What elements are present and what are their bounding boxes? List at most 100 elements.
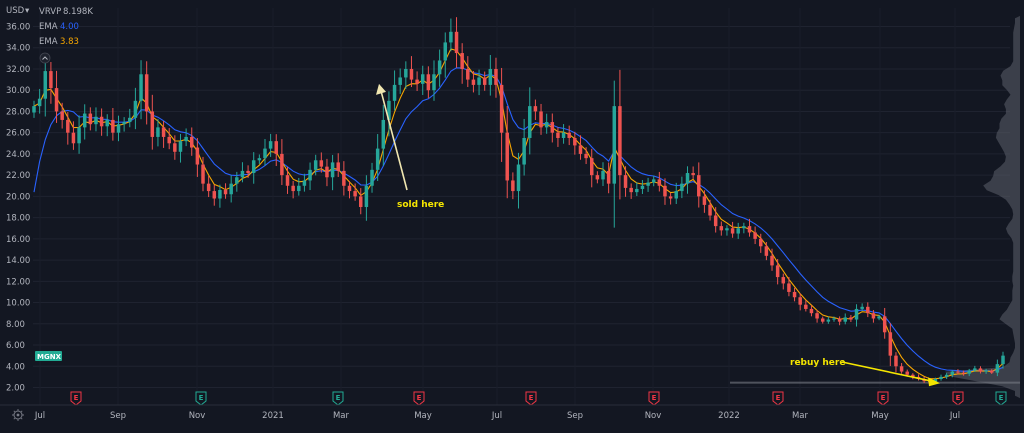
candle — [956, 369, 960, 375]
candle-body — [212, 191, 217, 199]
chart-settings-icon[interactable] — [12, 409, 24, 421]
candle-body — [313, 160, 318, 170]
candle — [950, 370, 955, 378]
candle-body — [173, 143, 177, 152]
candle — [702, 190, 707, 213]
x-tick-label: May — [414, 411, 432, 421]
candle-body — [274, 141, 278, 154]
y-tick-label: 6.00 — [6, 341, 25, 351]
x-tick-label: Nov — [189, 411, 206, 421]
candle — [488, 54, 493, 96]
candle-body — [426, 74, 431, 91]
earnings-marker[interactable]: E — [413, 391, 425, 406]
candle — [347, 180, 352, 199]
earnings-marker[interactable]: E — [195, 391, 207, 406]
candle — [860, 303, 864, 311]
candle — [804, 300, 808, 312]
candle-body — [623, 175, 628, 188]
candle-body — [359, 196, 363, 207]
candle — [961, 370, 966, 376]
earnings-marker-label: E — [417, 394, 422, 402]
candle-body — [556, 132, 560, 138]
candle — [984, 368, 988, 374]
candle-body — [122, 122, 126, 125]
candle-body — [860, 306, 864, 309]
candle-body — [257, 158, 262, 161]
candle-body — [995, 364, 1000, 373]
earnings-marker[interactable]: E — [772, 391, 784, 406]
candle — [370, 162, 374, 193]
candle — [426, 66, 431, 99]
candle — [809, 305, 814, 317]
candle-body — [77, 127, 81, 144]
x-tick-label: 2022 — [718, 411, 740, 421]
candle — [612, 80, 617, 228]
candle — [251, 152, 256, 184]
candle-body — [82, 113, 87, 128]
candle-body — [330, 162, 335, 178]
y-tick-label: 32.00 — [6, 65, 30, 75]
y-tick-label: 22.00 — [6, 171, 30, 181]
y-tick-label: 34.00 — [6, 44, 30, 54]
legend-collapse-chevron-icon[interactable] — [39, 52, 51, 64]
candle-body — [680, 183, 684, 192]
candle-body — [420, 74, 425, 84]
candle-body — [702, 196, 707, 205]
candle — [635, 182, 639, 197]
earnings-marker[interactable]: E — [995, 391, 1007, 406]
candle-body — [522, 137, 526, 165]
earnings-marker[interactable]: E — [70, 391, 82, 406]
x-tick-label: Jul — [949, 411, 960, 421]
candle — [443, 32, 448, 78]
candle — [589, 148, 594, 188]
y-axis: 2.00 4.00 6.00 8.00 10.00 12.00 14.00 16.00 18.0… — [6, 23, 30, 394]
candle-body — [99, 116, 104, 127]
earnings-marker[interactable]: E — [332, 391, 344, 406]
candle — [156, 119, 160, 147]
earnings-marker[interactable]: E — [648, 391, 660, 406]
candle-body — [933, 379, 938, 383]
candle-body — [888, 332, 893, 356]
candle-body — [685, 173, 690, 184]
candle-body — [482, 77, 487, 85]
currency-label[interactable]: USD — [6, 6, 25, 16]
candle-body — [251, 160, 256, 174]
earnings-marker[interactable]: E — [525, 391, 537, 406]
candle — [54, 70, 59, 123]
candle — [302, 173, 307, 192]
volume-profile-poc — [730, 381, 1020, 384]
candle — [911, 373, 915, 380]
candle-body — [578, 145, 583, 154]
currency-chevron-icon[interactable]: ▾ — [25, 6, 30, 16]
candle-body — [736, 228, 740, 234]
candle-body — [285, 175, 290, 186]
candle-body — [325, 166, 329, 178]
y-tick-label: 26.00 — [6, 129, 30, 139]
candle — [1001, 351, 1005, 369]
candle — [657, 171, 662, 192]
candle — [866, 302, 870, 318]
candle — [877, 314, 881, 321]
y-tick-label: 20.00 — [6, 192, 30, 202]
candle-body — [792, 291, 797, 298]
x-tick-label: Sep — [567, 411, 583, 421]
x-tick-label: Mar — [792, 411, 809, 421]
candle-body — [392, 84, 397, 101]
candle-body — [336, 162, 340, 171]
candle — [764, 241, 769, 261]
candle-body — [432, 74, 436, 91]
candle-body — [725, 228, 729, 231]
y-tick-label: 36.00 — [6, 23, 30, 33]
candle — [415, 71, 419, 92]
legend-ema-fast-name: EMA — [39, 37, 58, 47]
earnings-marker-label: E — [881, 394, 886, 402]
candle-body — [189, 136, 194, 148]
candle — [561, 124, 566, 144]
candle-body — [268, 141, 273, 149]
earnings-marker[interactable]: E — [952, 391, 964, 406]
candle-body — [894, 355, 898, 367]
candle — [280, 139, 284, 186]
candle — [49, 62, 53, 104]
earnings-marker[interactable]: E — [877, 391, 889, 406]
